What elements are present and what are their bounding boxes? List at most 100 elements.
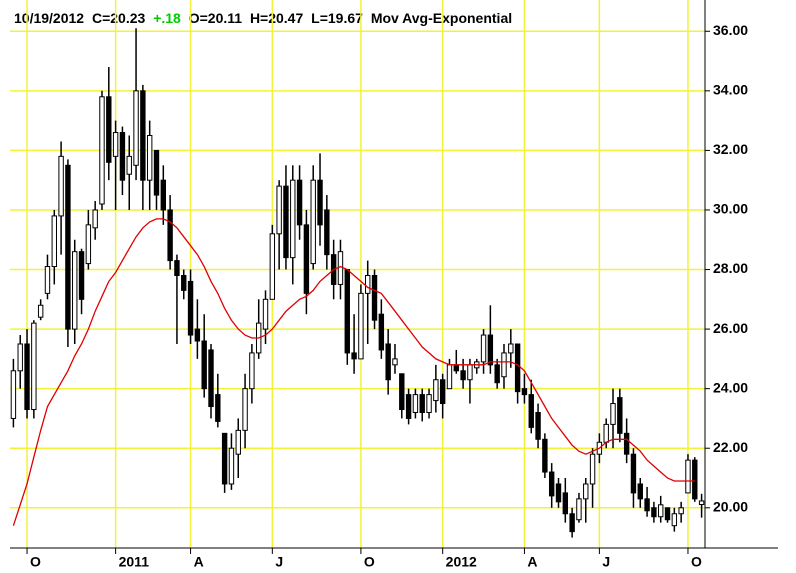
candle-body: [187, 280, 194, 336]
candle-body: [160, 179, 167, 211]
candle-body: [692, 459, 698, 500]
candle-body: [365, 274, 371, 294]
candle-body: [310, 179, 316, 265]
candle-body: [58, 155, 64, 217]
candle-body: [371, 274, 378, 321]
candle-body: [269, 233, 276, 300]
candle-body: [153, 149, 160, 196]
candle-body: [514, 343, 521, 393]
candle-body: [37, 304, 44, 318]
candle-body: [249, 352, 255, 390]
candle-body: [412, 394, 419, 413]
candle-body: [201, 340, 207, 390]
x-tick-label: A: [527, 554, 537, 570]
candle-body: [215, 394, 221, 422]
candle-body: [344, 269, 350, 354]
candle-body: [92, 209, 98, 229]
candle-body: [167, 209, 173, 262]
candle-body: [106, 96, 112, 163]
candle-body: [467, 364, 473, 381]
candle-body: [358, 292, 364, 360]
candle-body: [65, 164, 71, 330]
candle-body: [528, 394, 534, 428]
candle-body: [126, 155, 132, 175]
candle-body: [569, 513, 575, 533]
candle-body: [446, 364, 453, 390]
candle-body: [576, 498, 582, 521]
candle-body: [685, 459, 691, 494]
candle-body: [453, 364, 459, 372]
candle-body: [637, 483, 643, 500]
x-tick-label: J: [602, 554, 610, 570]
header-open: O=20.11: [189, 10, 243, 26]
candle-body: [658, 504, 664, 518]
candle-body: [181, 274, 187, 291]
candle-body: [460, 370, 466, 381]
candle-body: [78, 251, 85, 300]
candle-body: [140, 90, 146, 181]
x-tick-label: O: [691, 554, 702, 570]
y-tick-label: 24.00: [713, 379, 748, 395]
y-tick-label: 20.00: [713, 498, 748, 514]
candle-body: [617, 397, 623, 434]
candle-body: [589, 453, 596, 485]
candle-body: [351, 352, 357, 360]
header: 10/19/2012 C=20.23 +.18 O=20.11 H=20.47 …: [14, 10, 512, 26]
candle-body: [324, 209, 330, 256]
candle-body: [678, 507, 684, 515]
candle-body: [133, 90, 139, 166]
x-tick-label: A: [194, 554, 204, 570]
x-tick-label: 2011: [119, 554, 150, 570]
candle-body: [392, 358, 398, 366]
candle-body: [433, 379, 439, 402]
candle-body: [405, 394, 412, 419]
candle-body: [399, 373, 405, 411]
y-tick-label: 34.00: [713, 82, 748, 98]
candle-body: [487, 334, 494, 366]
candle-body: [31, 322, 37, 411]
header-close: C=20.23: [92, 10, 146, 26]
x-tick-label: 2012: [446, 554, 477, 570]
candle-body: [290, 179, 296, 259]
x-tick-label: O: [30, 554, 41, 570]
candle-body: [194, 328, 201, 342]
candle-body: [671, 513, 678, 527]
x-tick-label: O: [364, 554, 375, 570]
header-change: +.18: [153, 10, 181, 26]
candle-body: [480, 334, 487, 363]
candle-body: [174, 260, 180, 276]
candle-body: [630, 453, 637, 494]
candle-body: [562, 492, 569, 515]
candle-body: [651, 507, 657, 518]
y-tick-label: 26.00: [713, 320, 748, 336]
candle-body: [44, 266, 51, 294]
candle-body: [208, 349, 214, 408]
candle-body: [24, 343, 30, 411]
candle-body: [419, 394, 425, 413]
candle-body: [146, 135, 153, 181]
candle-body: [542, 438, 548, 473]
candle-body: [698, 500, 705, 506]
candle-body: [296, 179, 303, 226]
header-date: 10/19/2012: [14, 10, 84, 26]
candle-body: [535, 411, 541, 440]
candle-body: [426, 394, 432, 413]
candle-body: [10, 370, 17, 419]
candle-body: [610, 403, 616, 425]
candle-body: [72, 251, 78, 330]
candle-body: [623, 432, 630, 455]
candle-body: [221, 432, 228, 485]
candle-body: [262, 298, 269, 330]
candle-body: [583, 483, 589, 500]
candle-body: [508, 343, 514, 354]
y-tick-label: 30.00: [713, 201, 748, 217]
header-high: H=20.47: [250, 10, 304, 26]
candle-body: [548, 471, 555, 497]
candle-body: [603, 423, 609, 443]
candle-body: [494, 364, 500, 384]
y-tick-label: 36.00: [713, 22, 748, 38]
candle-body: [501, 352, 507, 378]
y-tick-label: 22.00: [713, 439, 748, 455]
candle-body: [521, 388, 528, 396]
